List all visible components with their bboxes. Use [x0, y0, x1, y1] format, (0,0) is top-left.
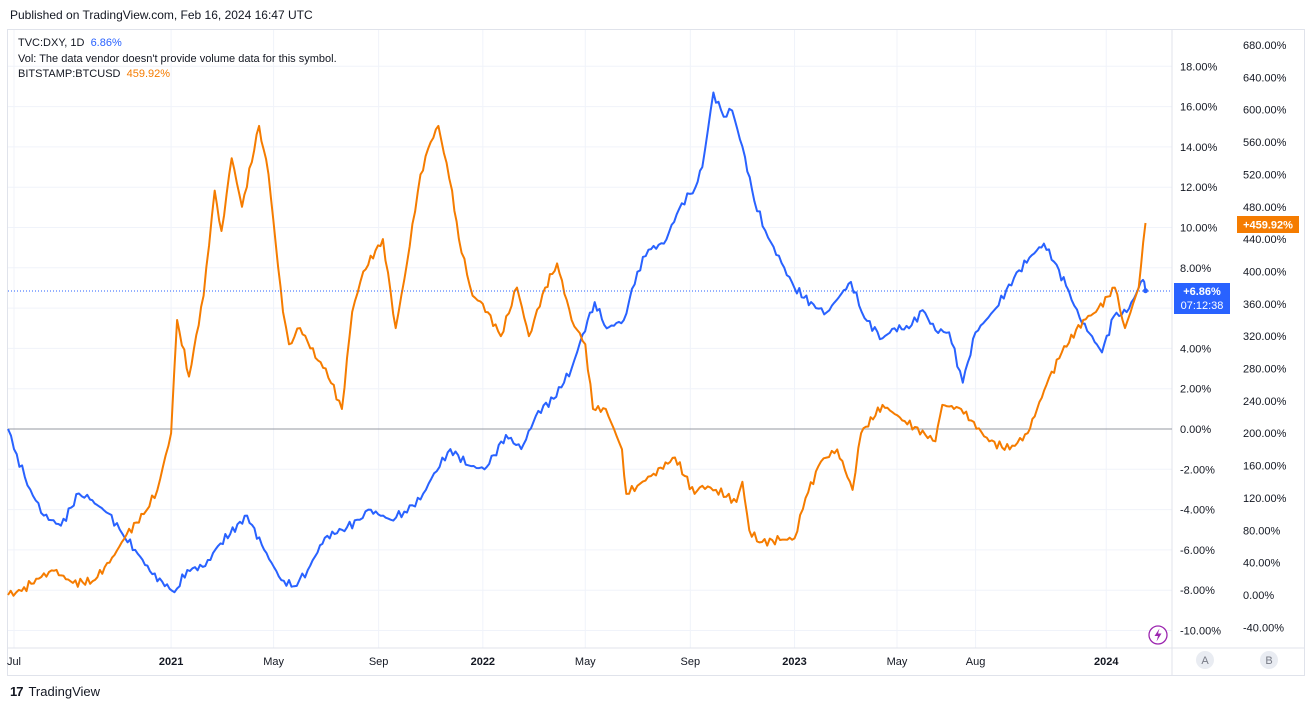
left-axis-tick-label: 120.00% [1243, 493, 1287, 505]
dxy-price-tag-text: +6.86% [1183, 286, 1221, 298]
left-axis: 680.00% 640.00% 600.00% 560.00% 520.00% 480.0… [1243, 40, 1287, 634]
right-axis-tick-label: 14.00% [1180, 142, 1218, 154]
right-axis-tick-label: 16.00% [1180, 102, 1218, 114]
chart-frame [7, 29, 1305, 676]
dxy-price-tag: +6.86% 07:12:38 [1174, 283, 1230, 314]
svg-text:B: B [1265, 655, 1272, 667]
legend-dxy-symbol: TVC:DXY, 1D [18, 37, 85, 49]
footer-brand: TradingView [28, 684, 101, 699]
legend-volume: Vol: The data vendor doesn't provide vol… [18, 52, 337, 65]
time-axis: Jul 2021 May Sep 2022 May Sep 2023 May Aug 2024 [7, 656, 1119, 668]
time-axis-tick-label: Sep [681, 656, 701, 668]
left-axis-tick-label: 520.00% [1243, 169, 1287, 181]
right-axis-tick-label: -8.00% [1180, 585, 1215, 597]
right-axis-tick-label: -2.00% [1180, 464, 1215, 476]
right-axis-tick-label: 2.00% [1180, 384, 1211, 396]
time-axis-tick-label: Sep [369, 656, 389, 668]
right-axis-tick-label: 18.00% [1180, 61, 1218, 73]
left-axis-tick-label: 440.00% [1243, 234, 1287, 246]
legend-dxy[interactable]: TVC:DXY, 1D 6.86% [18, 36, 337, 52]
legend-btc[interactable]: BITSTAMP:BTCUSD 459.92% [18, 67, 337, 83]
left-axis-tick-label: 560.00% [1243, 137, 1287, 149]
time-axis-tick-label: 2022 [471, 656, 495, 668]
time-axis-tick-label: 2023 [782, 656, 806, 668]
series-layer [7, 91, 1149, 597]
legend-btc-symbol: BITSTAMP:BTCUSD [18, 68, 121, 80]
published-caption: Published on TradingView.com, Feb 16, 20… [10, 8, 313, 22]
left-axis-tick-label: 400.00% [1243, 266, 1287, 278]
right-axis-tick-label: 12.00% [1180, 182, 1218, 194]
left-axis-tick-label: 600.00% [1243, 105, 1287, 117]
right-axis-tick-label: 4.00% [1180, 343, 1211, 355]
btc-price-tag-text: +459.92% [1243, 220, 1293, 232]
left-axis-tick-label: 360.00% [1243, 299, 1287, 311]
grid-lines [8, 30, 1172, 648]
right-axis-tick-label: -10.00% [1180, 626, 1221, 638]
left-axis-tick-label: 640.00% [1243, 72, 1287, 84]
left-axis-tick-label: 160.00% [1243, 461, 1287, 473]
dxy-series-line[interactable] [7, 91, 1147, 594]
time-axis-tick-label: May [887, 656, 908, 668]
footer[interactable]: 17 TradingView [10, 684, 100, 699]
legend-btc-value: 459.92% [126, 68, 171, 80]
right-axis-tick-label: 8.00% [1180, 263, 1211, 275]
left-axis-tick-label: 200.00% [1243, 428, 1287, 440]
right-axis-tick-label: -6.00% [1180, 545, 1215, 557]
legend-dxy-value: 6.86% [90, 37, 122, 49]
countdown-text: 07:12:38 [1181, 300, 1224, 312]
right-axis-tick-label: -4.00% [1180, 505, 1215, 517]
left-axis-tick-label: 240.00% [1243, 396, 1287, 408]
tradingview-logo-icon: 17 [10, 684, 24, 699]
flash-button[interactable] [1148, 625, 1168, 645]
auto-scale-button[interactable]: A [1196, 651, 1214, 669]
lightning-icon [1154, 628, 1162, 642]
right-axis-tick-label: 10.00% [1180, 223, 1218, 235]
left-axis-tick-label: -40.00% [1243, 622, 1284, 634]
right-axis: 18.00%16.00%14.00%12.00%10.00%8.00%6.00%… [1180, 61, 1221, 637]
svg-text:A: A [1201, 655, 1209, 667]
left-axis-tick-label: 320.00% [1243, 331, 1287, 343]
time-axis-tick-label: May [575, 656, 596, 668]
time-axis-tick-label: 2024 [1094, 656, 1119, 668]
left-axis-tick-label: 680.00% [1243, 40, 1287, 52]
left-axis-tick-label: 40.00% [1243, 558, 1281, 570]
left-axis-tick-label: 0.00% [1243, 590, 1274, 602]
left-axis-tick-label: 80.00% [1243, 525, 1281, 537]
btc-series-line[interactable] [7, 124, 1147, 597]
time-axis-tick-label: 2021 [159, 656, 183, 668]
left-axis-tick-label: 280.00% [1243, 364, 1287, 376]
time-axis-tick-label: Aug [966, 656, 986, 668]
chart-legend: TVC:DXY, 1D 6.86% Vol: The data vendor d… [18, 36, 337, 83]
left-axis-tick-label: 480.00% [1243, 202, 1287, 214]
time-axis-tick-label: May [263, 656, 284, 668]
time-axis-tick-label: Jul [7, 656, 21, 668]
b-scale-button[interactable]: B [1260, 651, 1278, 669]
right-axis-tick-label: 0.00% [1180, 424, 1211, 436]
btc-price-tag: +459.92% [1237, 216, 1299, 233]
